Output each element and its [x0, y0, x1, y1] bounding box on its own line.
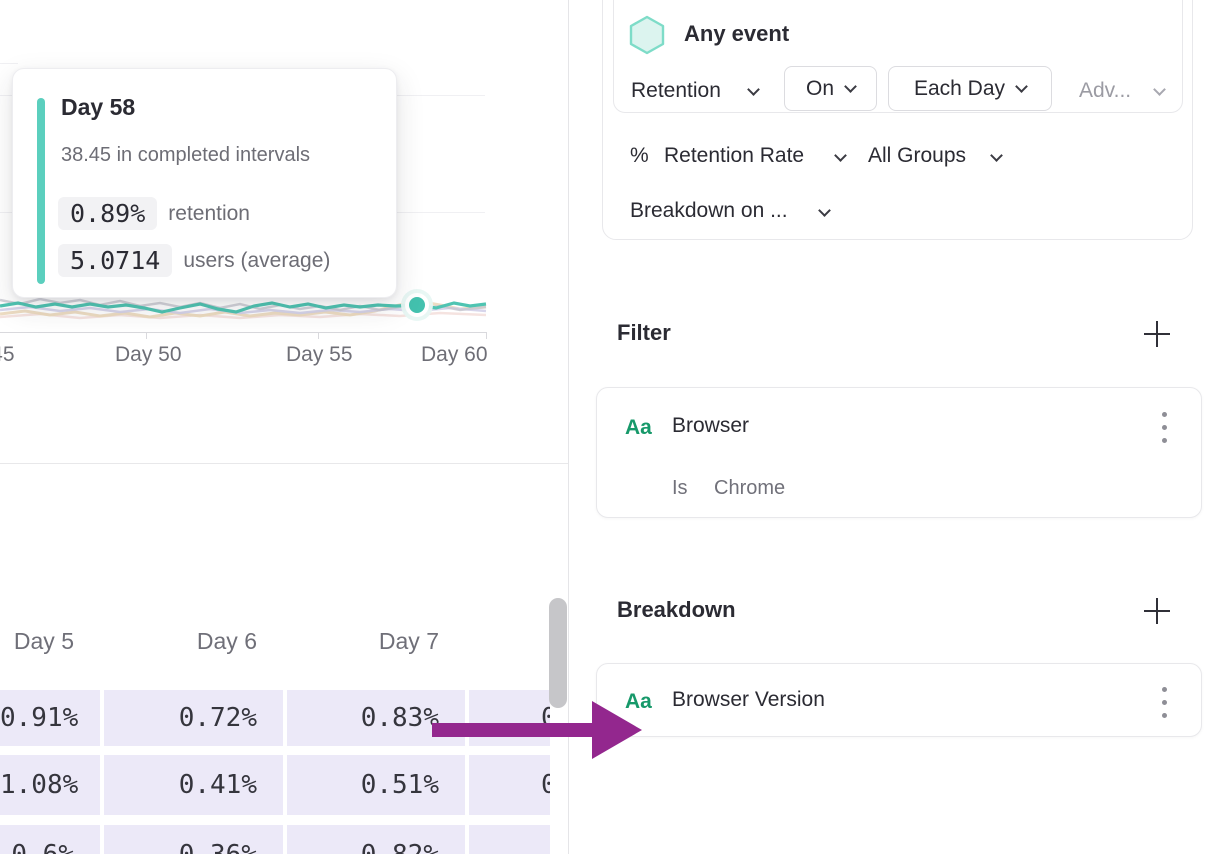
series-line-pink	[0, 311, 487, 320]
groups-dropdown[interactable]: All Groups	[868, 144, 967, 167]
selected-data-point[interactable]	[401, 289, 433, 321]
retention-table: Day 5 0.91% 1.08% 0.6% Day 6 0.72% 0.41%…	[0, 600, 550, 854]
advanced-dropdown[interactable]: Adv...	[1079, 79, 1132, 102]
event-hexagon-icon	[629, 15, 665, 55]
retention-value-label: retention	[168, 201, 250, 225]
add-breakdown-button[interactable]	[1144, 598, 1170, 624]
table-cell[interactable]: 0.36%	[104, 825, 283, 854]
retention-line-chart	[0, 289, 487, 321]
on-dropdown[interactable]: On	[784, 66, 877, 111]
table-cell[interactable]: 0.83%	[287, 690, 465, 746]
column-header: Day 7	[378, 628, 439, 654]
table-cell[interactable]: 1.08%	[0, 755, 100, 815]
breakdown-options-kebab-icon[interactable]	[1162, 700, 1167, 705]
gridline	[0, 63, 18, 64]
metric-dropdown[interactable]: Retention Rate	[664, 144, 805, 167]
x-axis-tick	[486, 333, 487, 339]
table-cell[interactable]: 0.6%	[0, 825, 100, 854]
column-header: Day 5	[13, 628, 74, 654]
interval-dropdown-label: Each Day	[913, 76, 1006, 100]
users-value-chip: 5.0714	[58, 244, 173, 277]
table-column-day8: 0 0	[469, 600, 550, 854]
x-axis-label: Day 50	[115, 343, 182, 366]
table-cell[interactable]: 0	[469, 690, 550, 746]
table-cell[interactable]: 0	[469, 755, 550, 815]
filter-heading: Filter	[617, 320, 671, 345]
tooltip-title: Day 58	[61, 94, 136, 120]
tooltip-accent-bar	[37, 98, 45, 284]
chart-tooltip: Day 58 38.45 in completed intervals 0.89…	[12, 68, 397, 298]
series-line-lavender	[0, 305, 487, 315]
string-property-icon: Aa	[625, 690, 652, 713]
x-axis-label: Day 60	[421, 343, 488, 366]
users-value-label: users (average)	[183, 248, 331, 272]
filter-options-kebab-icon[interactable]	[1162, 425, 1167, 430]
table-cell[interactable]: 0.82%	[287, 825, 465, 854]
chevron-down-icon	[1015, 80, 1028, 93]
interval-dropdown[interactable]: Each Day	[888, 66, 1052, 111]
table-column-day6: Day 6 0.72% 0.41% 0.36%	[104, 600, 283, 854]
filter-property-name[interactable]: Browser	[672, 414, 750, 437]
section-divider	[0, 463, 568, 464]
x-axis-label: Day 55	[286, 343, 353, 366]
string-property-icon: Aa	[625, 416, 652, 439]
event-name[interactable]: Any event	[684, 21, 790, 46]
column-header: Day 6	[196, 628, 257, 654]
table-cell[interactable]: 0.51%	[287, 755, 465, 815]
table-cell[interactable]: 0.41%	[104, 755, 283, 815]
breakdown-on-dropdown[interactable]: Breakdown on ...	[630, 199, 788, 222]
on-dropdown-label: On	[805, 76, 834, 100]
retention-type-dropdown[interactable]: Retention	[631, 79, 721, 102]
x-axis-tick	[318, 333, 319, 339]
chevron-down-icon	[844, 80, 857, 93]
table-column-day7: Day 7 0.83% 0.51% 0.82%	[287, 600, 465, 854]
breakdown-card	[596, 663, 1202, 737]
x-axis	[0, 332, 487, 333]
metric-type-icon: %	[630, 144, 649, 167]
tooltip-subtitle: 38.45 in completed intervals	[61, 144, 311, 166]
add-filter-button[interactable]	[1144, 321, 1170, 347]
retention-value-chip: 0.89%	[58, 197, 158, 230]
filter-operator[interactable]: Is	[672, 477, 688, 499]
x-axis-label: Day 45	[0, 343, 15, 366]
table-column-day5: Day 5 0.91% 1.08% 0.6%	[0, 600, 100, 854]
table-cell[interactable]	[469, 825, 550, 854]
filter-card	[596, 387, 1202, 518]
report-left-pane: Day 45 Day 50 Day 55 Day 60 Day 58 38.45…	[0, 0, 569, 854]
filter-value[interactable]: Chrome	[714, 477, 786, 499]
vertical-scrollbar-thumb[interactable]	[549, 598, 567, 708]
table-cell[interactable]: 0.91%	[0, 690, 100, 746]
x-axis-tick	[146, 333, 147, 339]
table-cell[interactable]: 0.72%	[104, 690, 283, 746]
breakdown-heading: Breakdown	[617, 597, 736, 622]
breakdown-property-name[interactable]: Browser Version	[672, 688, 825, 711]
